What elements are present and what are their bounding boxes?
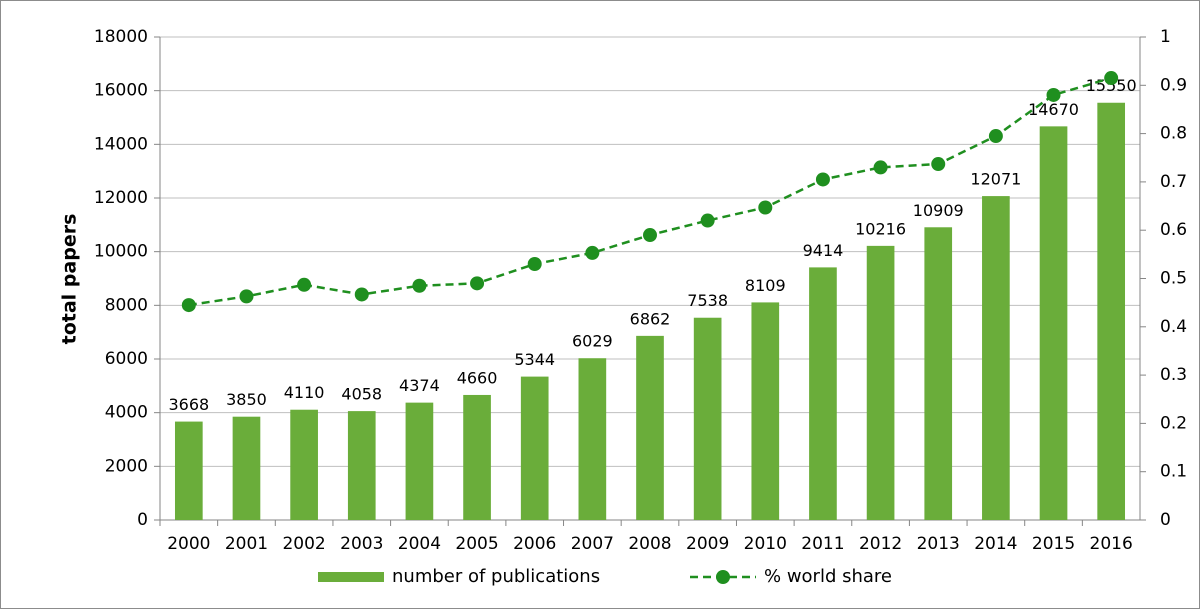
bar (636, 335, 664, 520)
data-label: 8109 (745, 276, 786, 295)
x-tick-label: 2013 (917, 534, 960, 554)
bar (693, 317, 722, 520)
line-marker (815, 172, 830, 187)
bar (751, 302, 780, 520)
line-marker (527, 257, 542, 272)
line-marker (297, 277, 312, 292)
data-label: 4374 (399, 376, 440, 395)
y2-tick-label: 0.9 (1160, 75, 1187, 95)
x-tick-label: 2014 (974, 534, 1017, 554)
y2-tick-label: 0.6 (1160, 220, 1187, 240)
line-marker (1104, 71, 1119, 86)
data-label: 10909 (913, 201, 964, 220)
bar (290, 409, 318, 520)
bar (463, 394, 491, 520)
x-tick-label: 2012 (859, 534, 902, 554)
x-tick-label: 2011 (801, 534, 844, 554)
x-tick-label: 2016 (1090, 534, 1133, 554)
y-tick-label: 18000 (94, 27, 148, 47)
bar (174, 421, 203, 520)
data-label: 14670 (1028, 100, 1079, 119)
legend-label: % world share (764, 566, 892, 587)
data-label: 9414 (803, 241, 844, 260)
line-marker (1046, 87, 1061, 102)
bar (809, 267, 837, 520)
line-marker (412, 278, 427, 293)
line-marker (181, 298, 196, 313)
line-marker (758, 200, 773, 215)
bar (1097, 102, 1126, 520)
data-label: 4110 (284, 383, 325, 402)
bar (232, 416, 261, 520)
y-tick-label: 14000 (94, 134, 148, 154)
x-tick-label: 2008 (628, 534, 671, 554)
data-label: 12071 (970, 170, 1021, 189)
bar (924, 227, 953, 521)
data-label: 6029 (572, 332, 613, 351)
x-tick-label: 2009 (686, 534, 729, 554)
data-label: 6862 (630, 309, 671, 328)
line-marker (988, 129, 1003, 144)
x-tick-label: 2005 (455, 534, 498, 554)
y-tick-label: 6000 (105, 349, 148, 369)
x-tick-label: 2002 (282, 534, 325, 554)
x-tick-label: 2010 (744, 534, 787, 554)
bar (405, 402, 434, 520)
legend-swatch (318, 572, 384, 582)
bar (1039, 126, 1068, 520)
data-label: 7538 (687, 291, 728, 310)
data-label: 3668 (168, 395, 209, 414)
y-tick-label: 4000 (105, 403, 148, 423)
y2-tick-label: 1 (1160, 27, 1171, 47)
bar (347, 411, 376, 520)
bar (982, 196, 1010, 520)
line-marker (700, 213, 715, 228)
bar (866, 245, 895, 520)
data-label: 4058 (341, 385, 382, 404)
y-tick-label: 12000 (94, 188, 148, 208)
y-tick-label: 16000 (94, 81, 148, 101)
line-marker (873, 160, 888, 175)
y2-tick-label: 0 (1160, 510, 1171, 530)
bar (578, 358, 607, 520)
line-marker (239, 289, 254, 304)
y2-tick-label: 0.3 (1160, 365, 1187, 385)
y-axis-label: total papers (59, 214, 81, 345)
x-tick-label: 2007 (571, 534, 614, 554)
data-label: 4660 (457, 368, 498, 387)
data-label: 5344 (514, 350, 555, 369)
line-marker (470, 276, 485, 291)
x-tick-label: 2006 (513, 534, 556, 554)
legend-swatch-marker (716, 570, 730, 584)
y-tick-label: 10000 (94, 242, 148, 262)
y2-tick-label: 0.2 (1160, 413, 1187, 433)
y2-tick-label: 0.8 (1160, 124, 1187, 144)
y2-tick-label: 0.5 (1160, 269, 1187, 289)
y-tick-label: 2000 (105, 456, 148, 476)
x-tick-label: 2015 (1032, 534, 1075, 554)
x-tick-label: 2000 (167, 534, 210, 554)
line-marker (931, 157, 946, 172)
data-label: 3850 (226, 390, 267, 409)
y2-tick-label: 0.7 (1160, 172, 1187, 192)
x-tick-label: 2003 (340, 534, 383, 554)
line-marker (643, 228, 657, 243)
y2-tick-label: 0.1 (1160, 462, 1187, 482)
data-label: 10216 (855, 219, 906, 238)
y2-tick-label: 0.4 (1160, 317, 1187, 337)
x-tick-label: 2001 (225, 534, 268, 554)
x-tick-label: 2004 (398, 534, 441, 554)
line-marker (585, 245, 600, 260)
line-marker (354, 287, 369, 302)
y-tick-label: 0 (137, 510, 148, 530)
bar (520, 376, 549, 520)
legend-label: number of publications (392, 566, 600, 587)
y-tick-label: 8000 (105, 295, 148, 315)
